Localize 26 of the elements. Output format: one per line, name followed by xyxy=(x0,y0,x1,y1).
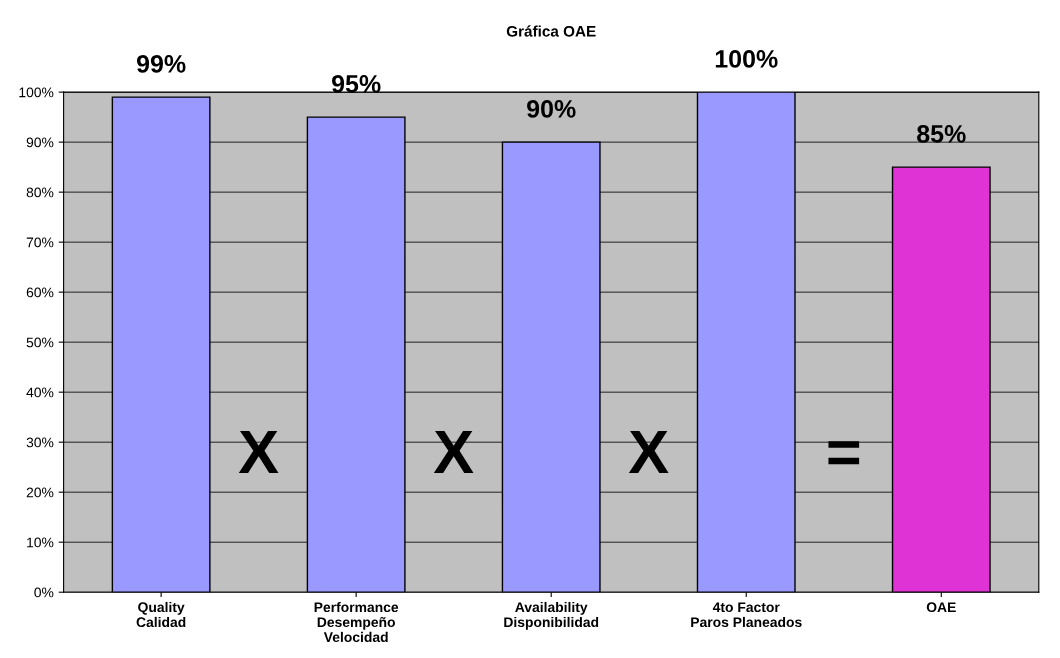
y-tick-label: 90% xyxy=(26,137,54,148)
y-tick-label: 0% xyxy=(34,587,54,598)
y-tick-label: 100% xyxy=(19,87,54,98)
data-label: 100% xyxy=(715,50,778,68)
annotation: X xyxy=(238,430,279,473)
annotation: = xyxy=(828,441,860,465)
x-tick-label: OAE xyxy=(926,602,956,613)
data-label: 99% xyxy=(136,55,186,73)
y-tick-label: 30% xyxy=(26,437,54,448)
annotation: X xyxy=(433,430,474,473)
y-tick-label: 70% xyxy=(26,237,54,248)
data-label: 85% xyxy=(917,125,966,143)
x-tick-label: Performance Desempeño Velocidad xyxy=(314,601,399,643)
data-label: 90% xyxy=(527,100,576,118)
data-label: 95% xyxy=(332,75,381,93)
x-tick-label: Availability Disponibilidad xyxy=(504,601,599,630)
y-tick-label: 60% xyxy=(26,287,54,298)
y-tick-label: 20% xyxy=(26,487,54,498)
y-tick-label: 40% xyxy=(26,387,54,398)
annotation: X xyxy=(628,430,669,473)
x-tick-label: Quality Calidad xyxy=(136,601,186,628)
y-tick-label: 50% xyxy=(26,337,54,348)
y-tick-label: 80% xyxy=(26,187,54,198)
x-tick-label: 4to Factor Paros Planeados xyxy=(691,602,802,628)
y-tick-label: 10% xyxy=(27,537,54,548)
chart-title: Gráfica OAE xyxy=(506,25,596,37)
